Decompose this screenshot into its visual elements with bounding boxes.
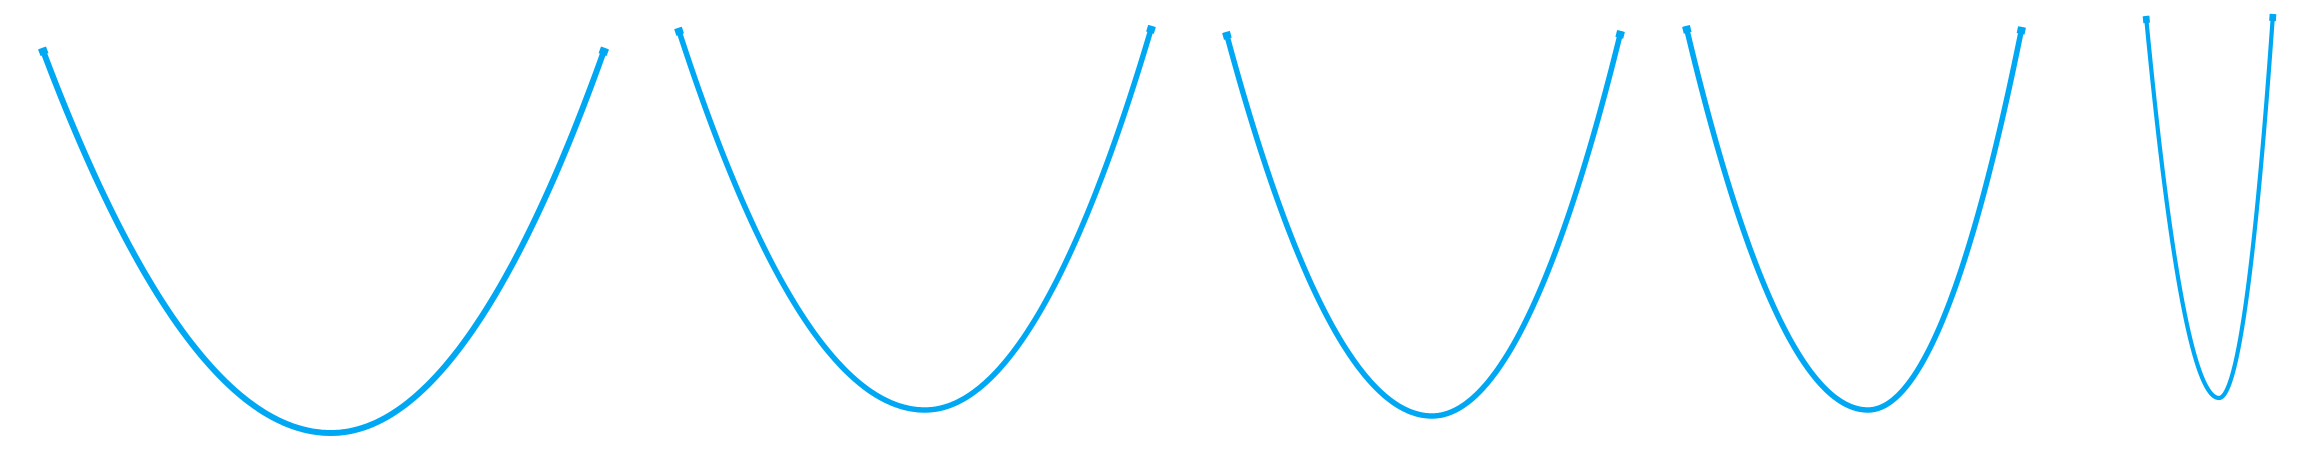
curve-3-left-endpoint xyxy=(1222,30,1232,40)
curve-5-left-endpoint xyxy=(2142,15,2151,24)
curve-layer xyxy=(38,13,2277,436)
curve-2-path xyxy=(675,25,1155,413)
curve-1-left-endpoint xyxy=(38,46,49,57)
curve-1-right-endpoint xyxy=(598,46,609,57)
curve-1-path xyxy=(39,46,608,436)
curve-4-right-endpoint xyxy=(2016,26,2026,35)
curve-5-path xyxy=(2143,13,2276,401)
curve-2-right-endpoint xyxy=(1146,24,1156,34)
curve-3-path xyxy=(1223,30,1624,419)
curve-5-right-endpoint xyxy=(2269,13,2277,22)
curve-1 xyxy=(38,46,609,436)
curve-4 xyxy=(1682,25,2026,413)
curve-3-right-endpoint xyxy=(1615,30,1625,39)
curve-4-left-endpoint xyxy=(1682,25,1692,34)
curve-2 xyxy=(674,24,1156,413)
curve-3 xyxy=(1222,30,1625,419)
curve-4-path xyxy=(1683,25,2025,413)
curve-2-left-endpoint xyxy=(674,26,684,36)
curve-5 xyxy=(2142,13,2277,401)
